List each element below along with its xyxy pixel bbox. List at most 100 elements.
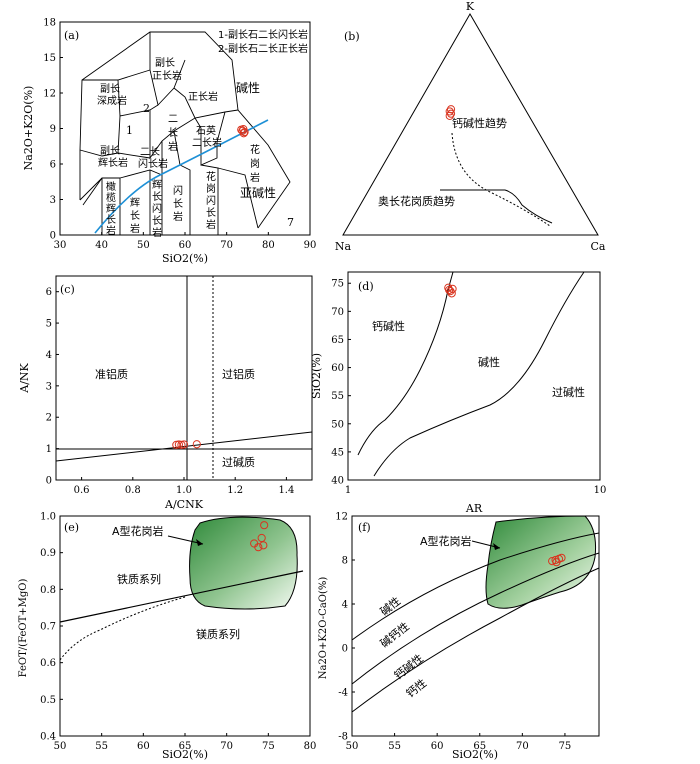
- a-type-granite-label-e: A型花岗岩: [112, 524, 164, 538]
- x-tick-label: 50: [137, 240, 150, 251]
- svg-text:石英: 石英: [196, 124, 216, 137]
- panel-d-xlabel: AR: [465, 502, 483, 515]
- magnesian-series-label: 镁质系列: [196, 627, 240, 641]
- calc-alkaline-trend-label: 钙碱性趋势: [452, 116, 507, 130]
- panel-b-points: [445, 105, 456, 120]
- calc-alk-boundary-line: [357, 271, 454, 456]
- y-tick-label: 0.8: [40, 585, 56, 596]
- x-tick-label: 1: [345, 485, 351, 496]
- sample-point: [192, 440, 201, 449]
- y-tick-label: 2: [46, 413, 52, 424]
- svg-text:二: 二: [168, 114, 178, 125]
- sample-point: [260, 521, 269, 530]
- panel-f-xlabel: SiO2(%): [452, 748, 498, 761]
- sample-point: [179, 440, 189, 449]
- svg-text:1: 1: [126, 124, 133, 137]
- panel-c: (c) 准铝质 过铝质 过碱质 A/CNK A/NK 0.6 0.8 1.0 1.2 1…: [18, 275, 313, 511]
- x-tick-label: 65: [473, 741, 486, 752]
- svg-text:辉: 辉: [152, 179, 162, 191]
- x-tick-label: 1.4: [278, 485, 294, 496]
- svg-text:岩: 岩: [250, 171, 260, 184]
- y-tick-label: 12: [335, 512, 348, 523]
- svg-text:岩: 岩: [206, 218, 216, 231]
- x-tick-label: 80: [262, 240, 275, 251]
- svg-text:碱钙性: 碱钙性: [377, 619, 412, 650]
- y-tick-label: -8: [338, 732, 348, 743]
- sample-point: [448, 284, 457, 293]
- alkaline-divider-line: [94, 119, 269, 234]
- sample-point: [240, 127, 249, 137]
- svg-text:二长: 二长: [140, 146, 160, 158]
- sample-point: [445, 107, 454, 116]
- svg-text:榄: 榄: [106, 191, 116, 204]
- y-tick-label: 65: [331, 335, 344, 346]
- y-tick-label: 3: [50, 195, 56, 206]
- svg-text:闪: 闪: [206, 194, 216, 207]
- alk-alkcalc-boundary: [351, 532, 600, 641]
- panel-c-xlabel: A/CNK: [164, 498, 204, 511]
- svg-text:正长岩: 正长岩: [152, 69, 182, 82]
- sample-point: [557, 553, 566, 562]
- panel-b-label: (b): [344, 30, 360, 43]
- x-tick-label: 90: [304, 240, 317, 251]
- x-tick-label: 0.6: [74, 485, 90, 496]
- y-tick-label: 45: [331, 447, 344, 458]
- x-tick-label: 60: [431, 741, 444, 752]
- panel-e-ylabel: FeOT/(FeOT+MgO): [18, 579, 29, 678]
- x-tick-label: 1.2: [227, 485, 243, 496]
- y-tick-label: 0.7: [40, 622, 56, 633]
- svg-text:长: 长: [168, 127, 178, 139]
- svg-text:闪: 闪: [152, 202, 162, 215]
- svg-text:长: 长: [173, 198, 183, 210]
- panel-d-label: (d): [358, 280, 374, 293]
- svg-text:橄: 橄: [106, 180, 116, 193]
- panel-a-xlabel: SiO2(%): [162, 252, 208, 265]
- x-tick-label: 80: [304, 741, 317, 752]
- svg-text:副长: 副长: [155, 57, 175, 69]
- vertex-ca: Ca: [591, 240, 606, 253]
- svg-text:正长岩: 正长岩: [188, 90, 218, 103]
- svg-text:闪长岩: 闪长岩: [138, 157, 168, 170]
- y-tick-label: 12: [43, 89, 56, 100]
- sample-point: [239, 129, 248, 138]
- y-tick-label: 6: [50, 160, 56, 171]
- y-tick-label: 0.9: [40, 548, 56, 559]
- sample-point: [552, 558, 561, 567]
- x-tick-label: 10: [594, 485, 607, 496]
- sample-point: [446, 287, 455, 296]
- svg-text:长: 长: [106, 214, 116, 226]
- y-tick-label: 4: [342, 600, 348, 611]
- sample-point: [446, 109, 456, 118]
- a-type-granite-field-f: [485, 515, 596, 609]
- alkcalc-calcalk-boundary: [351, 552, 600, 685]
- svg-text:岩: 岩: [173, 210, 183, 223]
- svg-text:深成岩: 深成岩: [97, 94, 127, 107]
- svg-text:副长: 副长: [100, 83, 120, 95]
- a-type-arrowhead-f: [493, 543, 500, 550]
- sample-point: [259, 541, 268, 550]
- y-tick-label: 3: [46, 381, 52, 392]
- vertex-k: K: [466, 0, 475, 13]
- x-tick-label: 55: [95, 741, 108, 752]
- y-tick-label: 18: [43, 18, 56, 29]
- x-tick-label: 70: [220, 741, 233, 752]
- panel-e-xlabel: SiO2(%): [162, 748, 208, 761]
- x-tick-label: 0.8: [125, 485, 141, 496]
- svg-text:岩: 岩: [106, 224, 116, 237]
- panel-f-ylabel: Na2O+K2O-CaO(%): [318, 577, 329, 680]
- y-tick-label: 1: [46, 444, 52, 455]
- sample-point: [445, 285, 454, 295]
- svg-text:岩: 岩: [152, 226, 162, 239]
- x-tick-label: 40: [95, 240, 108, 251]
- svg-text:7: 7: [287, 216, 294, 229]
- svg-text:二长岩: 二长岩: [192, 136, 222, 149]
- a-type-arrowhead-e: [196, 539, 203, 546]
- x-tick-label: 70: [516, 741, 529, 752]
- x-tick-label: 65: [179, 741, 192, 752]
- x-tick-label: 1.0: [176, 485, 192, 496]
- panel-d: (d) 钙碱性 碱性 过碱性 AR SiO2(%) 1 10 40 45 50 55 60 6…: [310, 271, 607, 515]
- sample-point: [445, 111, 454, 120]
- x-tick-label: 60: [179, 240, 192, 251]
- svg-text:辉: 辉: [130, 197, 140, 209]
